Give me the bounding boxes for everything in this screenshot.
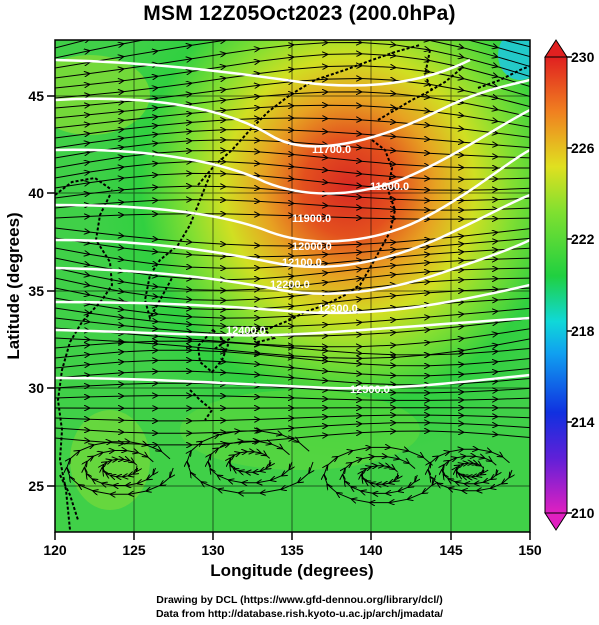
colorbar-tick-label: 226 [571, 140, 595, 156]
credit-data: Data from http://database.rish.kyoto-u.a… [155, 608, 444, 620]
contour-label: 12500.0 [350, 384, 390, 396]
plot-area: 11700.0 11800.0 11900.0 12000.0 12100.0 … [55, 40, 530, 532]
streamline [55, 200, 530, 211]
chart-title: MSM 12Z05Oct2023 (200.0hPa) [143, 2, 456, 25]
colorbar: 230 226 222 218 214 210 [544, 39, 595, 531]
streamline [55, 214, 530, 220]
x-tick-label: 130 [201, 542, 225, 558]
y-tick-label: 30 [28, 380, 44, 396]
x-tick-label: 125 [122, 542, 146, 558]
contour-label: 11900.0 [292, 213, 331, 225]
y-tick-labels: 25 30 35 40 45 [28, 88, 44, 494]
colorbar-tick-label: 210 [571, 505, 595, 521]
colorbar-tick-label: 214 [571, 414, 595, 430]
x-tick-label: 150 [518, 542, 542, 558]
y-tick-label: 45 [28, 88, 44, 104]
colorbar-tick-label: 222 [571, 231, 595, 247]
streamline [428, 449, 512, 490]
colorbar-min-arrow [544, 512, 568, 531]
y-tick-label: 40 [28, 185, 44, 201]
colorbar-scale [544, 56, 568, 514]
x-tick-labels: 120 125 130 135 140 145 150 [43, 542, 542, 558]
y-tick-label: 35 [28, 283, 44, 299]
x-tick-label: 135 [280, 542, 304, 558]
contour-label: 12200.0 [270, 279, 310, 291]
colorbar-max-arrow [544, 39, 568, 58]
streamline [67, 442, 173, 494]
shading-patch-cyan [498, 40, 530, 80]
streamline [55, 396, 530, 401]
contour-label: 11700.0 [312, 144, 351, 156]
height-contours [55, 58, 530, 390]
y-tick-label: 25 [28, 478, 44, 494]
credit-drawing: Drawing by DCL (https://www.gfd-dennou.o… [156, 594, 443, 606]
contour-label: 12100.0 [282, 257, 322, 269]
axis-ticks [47, 95, 531, 540]
shading-patch-southwest [70, 410, 150, 510]
contour-labels: 11700.0 11800.0 11900.0 12000.0 12100.0 … [226, 144, 409, 396]
shading-patch-south [180, 390, 420, 470]
contour-label: 12000.0 [292, 241, 332, 253]
x-tick-label: 120 [43, 542, 67, 558]
x-tick-label: 140 [359, 542, 383, 558]
streamline [55, 383, 530, 393]
x-axis-title: Longitude (degrees) [210, 561, 373, 580]
credits: Drawing by DCL (https://www.gfd-dennou.o… [0, 593, 599, 621]
colorbar-tick-label: 230 [571, 49, 595, 65]
contour-label: 12400.0 [226, 325, 266, 337]
contour-label: 11800.0 [370, 181, 409, 193]
colorbar-tick-label: 218 [571, 323, 595, 339]
streamline [187, 431, 313, 493]
streamline [324, 447, 436, 502]
streamline [55, 408, 530, 409]
y-axis-title: Latitude (degrees) [4, 212, 23, 359]
x-tick-label: 145 [439, 542, 463, 558]
contour-label: 12300.0 [318, 303, 358, 315]
